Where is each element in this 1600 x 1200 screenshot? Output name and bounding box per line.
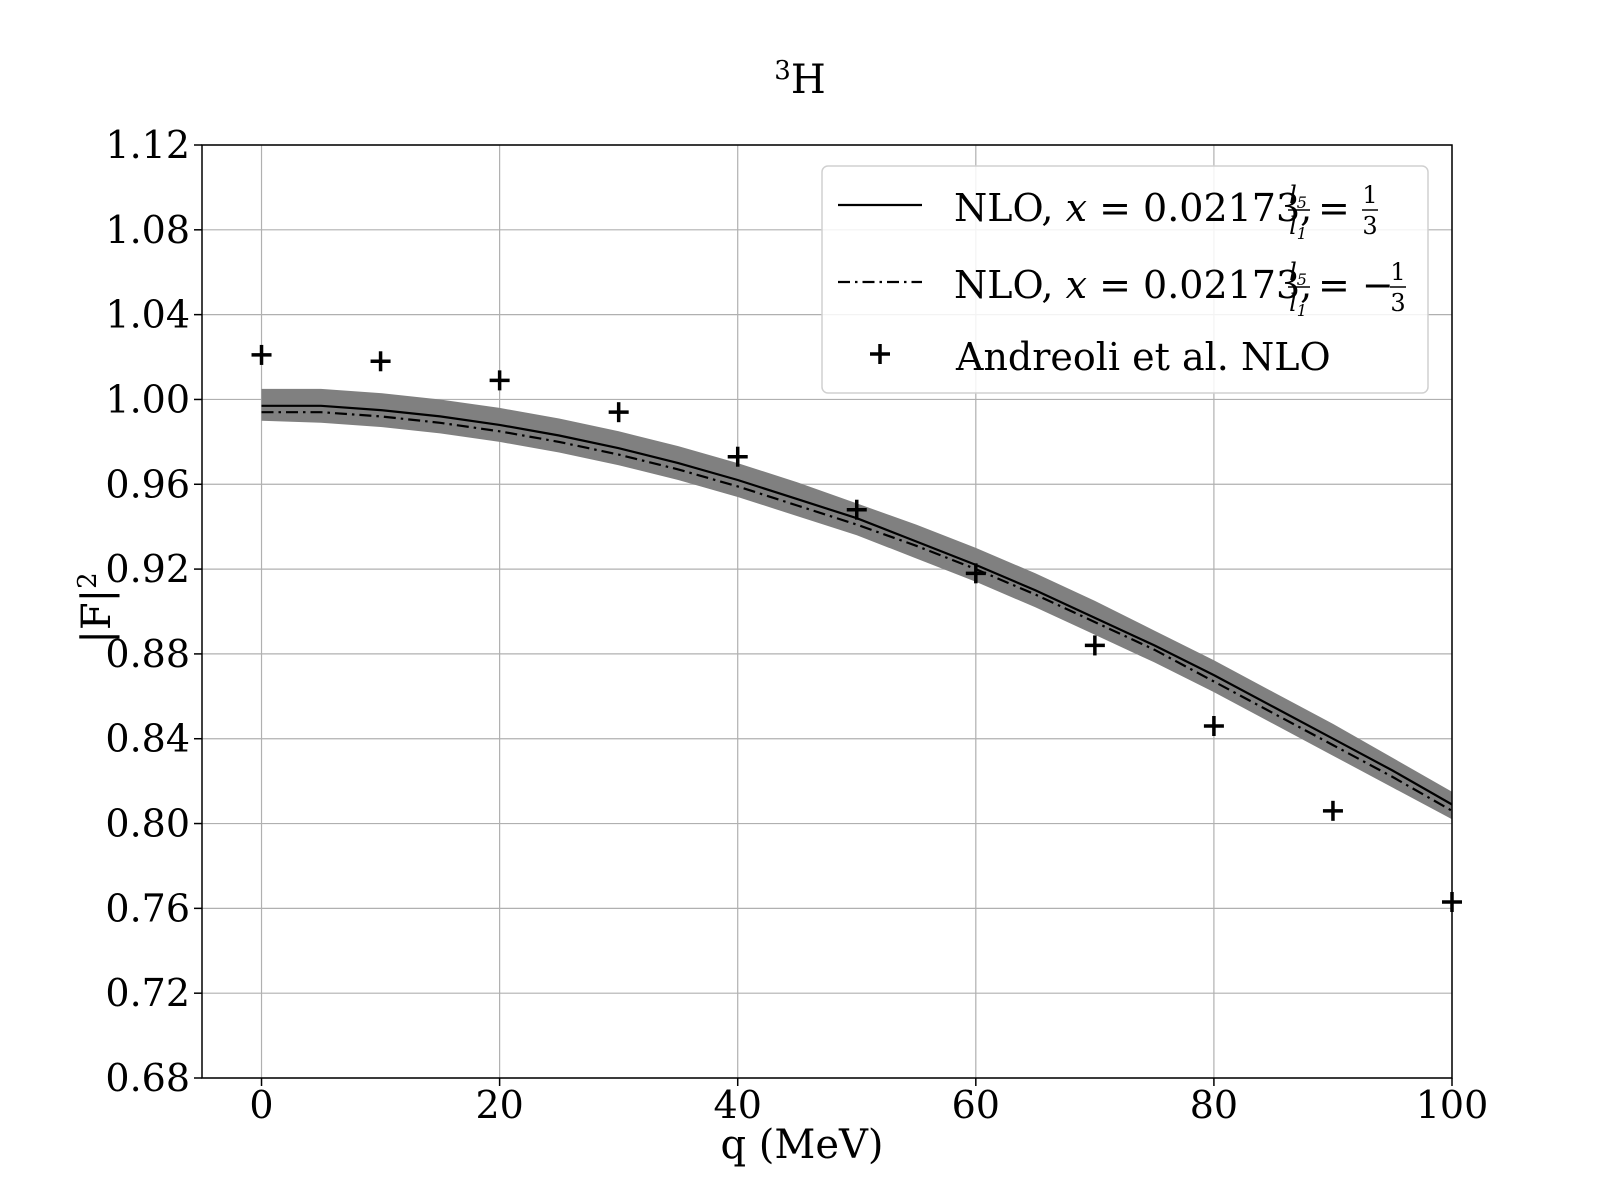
- legend-1-ratio: l5 l1 = 1 3: [1288, 181, 1378, 243]
- title-text: H: [791, 57, 826, 103]
- legend-entry-2: NLO, x = 0.02173,: [954, 263, 1312, 307]
- series-lines: [261, 404, 1453, 812]
- legend-2-sign: −: [1362, 263, 1394, 307]
- y-tick-label: 1.04: [105, 293, 190, 337]
- legend-2-prefix: NLO,: [954, 263, 1066, 307]
- uncertainty-band: [261, 388, 1452, 820]
- svg-text:l1: l1: [1289, 289, 1307, 320]
- svg-text:l5: l5: [1289, 181, 1307, 212]
- data-point-plus: [251, 344, 272, 365]
- data-point-plus: [608, 402, 629, 423]
- legend-entry-3: Andreoli et al. NLO: [955, 335, 1331, 379]
- legend-1-rel: =: [1318, 186, 1350, 230]
- legend-2-rel: =: [1318, 263, 1362, 307]
- data-point-plus: [370, 351, 391, 372]
- legend-swatch-plus-marker: [870, 344, 890, 364]
- data-markers: [251, 344, 1462, 913]
- title-superscript: 3: [774, 56, 791, 86]
- legend-1-frac-num: 1: [1362, 181, 1377, 209]
- legend-1-eq: = 0.02173,: [1087, 186, 1312, 230]
- legend-1-prefix: NLO,: [954, 186, 1066, 230]
- y-axis-label-superscript: 2: [73, 572, 103, 589]
- data-point-plus: [965, 563, 986, 584]
- legend-2-ratio: l5 l1 = − 1 3: [1288, 258, 1406, 320]
- legend-1-num: l: [1289, 181, 1297, 209]
- y-tick-label: 1.00: [105, 377, 190, 421]
- legend-2-den-sub: 1: [1297, 301, 1307, 320]
- legend-2-num: l: [1289, 258, 1297, 286]
- y-tick-label: 0.84: [105, 717, 190, 761]
- y-tick-label: 1.08: [105, 208, 190, 252]
- legend-2-num-sub: 5: [1297, 270, 1307, 289]
- legend-1-frac-den: 3: [1362, 212, 1377, 240]
- legend-2-frac-num: 1: [1390, 258, 1405, 286]
- data-point-plus: [1084, 635, 1105, 656]
- data-point-plus: [846, 499, 867, 520]
- y-axis-ticks: 0.68 0.72 0.76 0.80 0.84 0.88 0.92 0.96 1.00 1.04…: [105, 123, 202, 1100]
- legend-box: [821, 165, 1429, 394]
- y-tick-label: 1.12: [105, 123, 190, 167]
- legend-2-var: x: [1066, 263, 1087, 307]
- data-point-plus: [727, 446, 748, 467]
- plot-frame: [201, 144, 1453, 1079]
- x-tick-label: 0: [249, 1083, 273, 1127]
- series-line-solid: [261, 404, 1453, 806]
- svg-text:l5: l5: [1289, 258, 1307, 289]
- data-point-plus: [489, 370, 510, 391]
- x-axis-label: q (MeV): [720, 1122, 883, 1168]
- x-axis-ticks: 0 20 40 60 80 100: [249, 1078, 1488, 1127]
- x-tick-label: 20: [475, 1083, 523, 1127]
- legend-2-eq: = 0.02173,: [1087, 263, 1312, 307]
- y-axis-label-text: |F|: [74, 589, 120, 644]
- x-tick-label: 40: [714, 1083, 762, 1127]
- band-area: [261, 388, 1452, 820]
- x-tick-label: 60: [952, 1083, 1000, 1127]
- y-axis-label: |F|2: [73, 572, 120, 643]
- legend: NLO, x = 0.02173, l5 l1 = 1 3 NLO, x = 0…: [821, 165, 1429, 394]
- data-point-plus: [1203, 716, 1224, 737]
- y-tick-label: 0.92: [105, 547, 190, 591]
- x-tick-label: 80: [1190, 1083, 1238, 1127]
- legend-2-den: l: [1289, 289, 1297, 317]
- legend-entry-1: NLO, x = 0.02173,: [954, 186, 1312, 230]
- svg-text:l1: l1: [1289, 212, 1307, 243]
- legend-1-den: l: [1289, 212, 1297, 240]
- legend-1-den-sub: 1: [1297, 224, 1307, 243]
- legend-2-frac-den: 3: [1390, 289, 1405, 317]
- y-tick-label: 0.68: [105, 1056, 190, 1100]
- series-line-dashdot: [261, 411, 1453, 812]
- svg-text:= −: = −: [1318, 263, 1394, 307]
- y-tick-label: 0.88: [105, 632, 190, 676]
- y-tick-label: 0.96: [105, 462, 190, 506]
- y-tick-label: 0.76: [105, 886, 190, 930]
- x-tick-label: 100: [1416, 1083, 1489, 1127]
- data-point-plus: [1322, 800, 1343, 821]
- legend-1-num-sub: 5: [1297, 193, 1307, 212]
- y-tick-label: 0.72: [105, 971, 190, 1015]
- chart-title: 3H: [774, 56, 825, 103]
- legend-1-var: x: [1066, 186, 1087, 230]
- y-tick-label: 0.80: [105, 802, 190, 846]
